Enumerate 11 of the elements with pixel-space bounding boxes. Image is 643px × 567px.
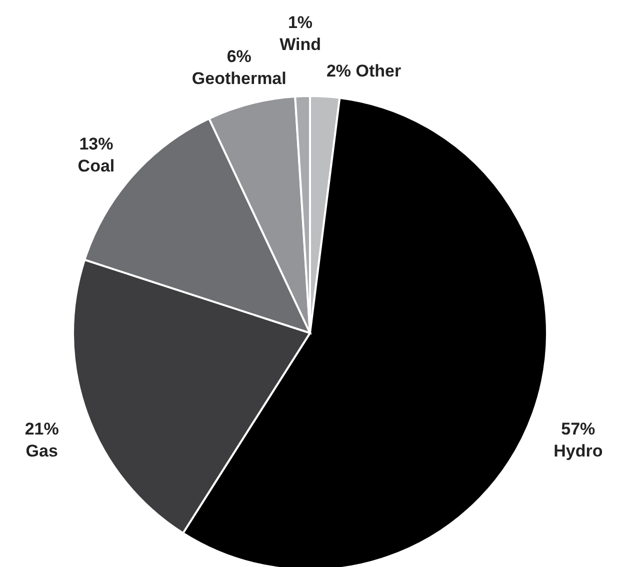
slice-label: Gas [26, 442, 58, 461]
data-label: 6% [226, 46, 252, 66]
slice-label: 2% Other [326, 62, 402, 81]
data-label: 21% [24, 420, 59, 439]
slice-label: Wind [280, 35, 321, 54]
slice-label: Hydro [554, 442, 603, 461]
slice-label: Coal [78, 156, 115, 176]
slice-label: Geothermal [192, 68, 286, 88]
data-label: 57% [561, 420, 596, 439]
data-label: 13% [79, 134, 114, 154]
data-label: 1% [288, 13, 313, 32]
